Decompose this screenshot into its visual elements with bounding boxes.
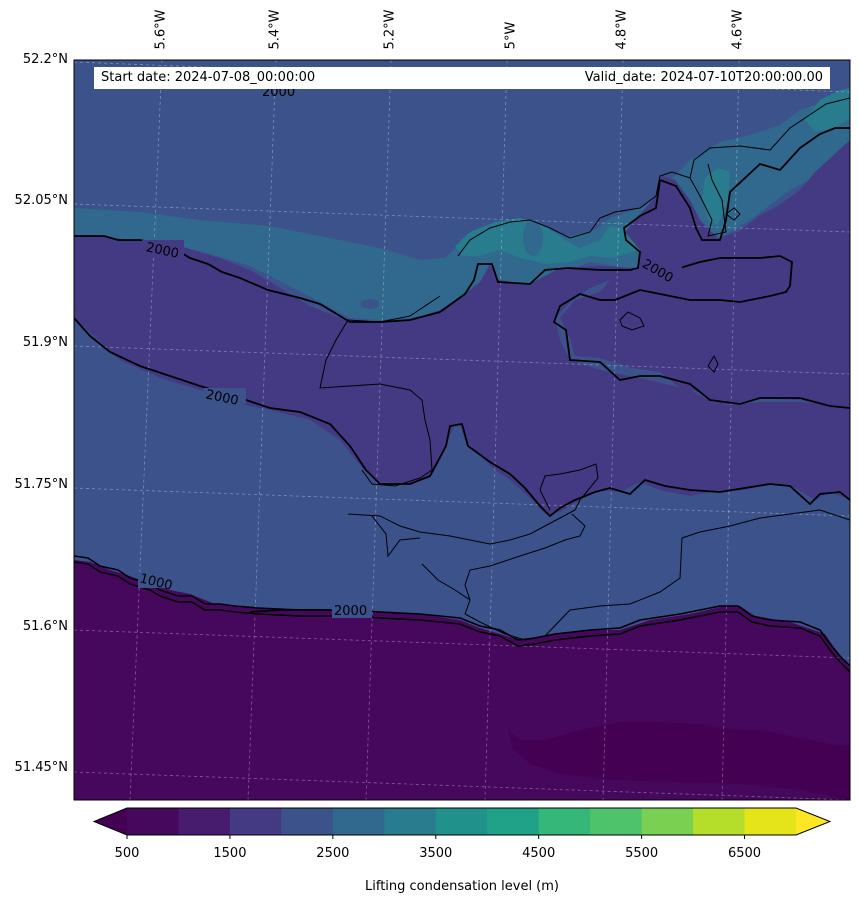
band-2000-2500-spot [523, 220, 543, 256]
colorbar-segment [178, 808, 231, 835]
lat-label: 52.05°N [14, 193, 68, 208]
colorbar-under-extend [94, 808, 127, 835]
colorbar-segment [435, 808, 488, 835]
start-date-text: Start date: 2024-07-08_00:00:00 [101, 70, 316, 85]
contour-2000 [74, 127, 850, 613]
colorbar-over-extend [796, 808, 830, 835]
colorbar-segment [332, 808, 385, 835]
label-bg [138, 572, 178, 588]
colorbar-tick-label: 6500 [727, 846, 762, 861]
lon-label: 5.4°W [267, 9, 283, 50]
colorbar-tick-label: 500 [114, 846, 140, 861]
colorbar-segment [384, 808, 437, 835]
band-below-500 [508, 698, 760, 740]
colorbar-tick-label: 5500 [625, 846, 659, 861]
colorbar-segment [229, 808, 282, 835]
band-2000-2500-spot [361, 299, 379, 309]
colorbar-segment [590, 808, 643, 835]
colorbar-title: Lifting condensation level (m) [365, 879, 559, 894]
label-bg [332, 602, 372, 618]
lon-label: 5°W [503, 21, 519, 50]
contour-1000 [74, 555, 850, 673]
lat-label: 52.2°N [22, 52, 68, 67]
date-info-box: Start date: 2024-07-08_00:00:00 Valid_da… [94, 67, 830, 89]
contour-label: 2000 [145, 240, 180, 262]
lon-label: 4.8°W [614, 9, 630, 50]
label-bg [204, 388, 246, 404]
lon-label: 5.6°W [153, 9, 169, 50]
colorbar-segment [641, 808, 694, 835]
valid-date-text: Valid_date: 2024-07-10T20:00:00.00 [584, 70, 823, 85]
colorbar-segment [693, 808, 746, 835]
map-frame [73, 59, 851, 801]
lon-label: 4.6°W [730, 9, 746, 50]
label-bg [642, 262, 682, 278]
label-bg [142, 240, 184, 256]
colorbar-tick-label: 4500 [522, 846, 556, 861]
lat-label: 51.6°N [22, 619, 68, 634]
lat-label: 51.9°N [22, 335, 68, 350]
colorbar [92, 807, 832, 839]
band-1500-2000 [74, 140, 850, 514]
colorbar-segment [127, 808, 179, 835]
lat-label: 51.75°N [14, 477, 68, 492]
colorbar-segment [281, 808, 334, 835]
colorbar-tick-label: 3500 [419, 846, 453, 861]
contour-label: 2000 [334, 604, 367, 619]
colorbar-tick-label: 1500 [213, 846, 247, 861]
colorbar-tick-label: 2500 [316, 846, 350, 861]
band-3000-3500 [805, 88, 850, 132]
lon-label: 5.2°W [382, 9, 398, 50]
contour-label: 2000 [204, 387, 239, 409]
colorbar-segment [538, 808, 591, 835]
lat-label: 51.45°N [14, 760, 68, 775]
colorbar-segment [487, 808, 540, 835]
colorbar-segment [744, 808, 797, 835]
band-3000-3500 [455, 218, 650, 264]
